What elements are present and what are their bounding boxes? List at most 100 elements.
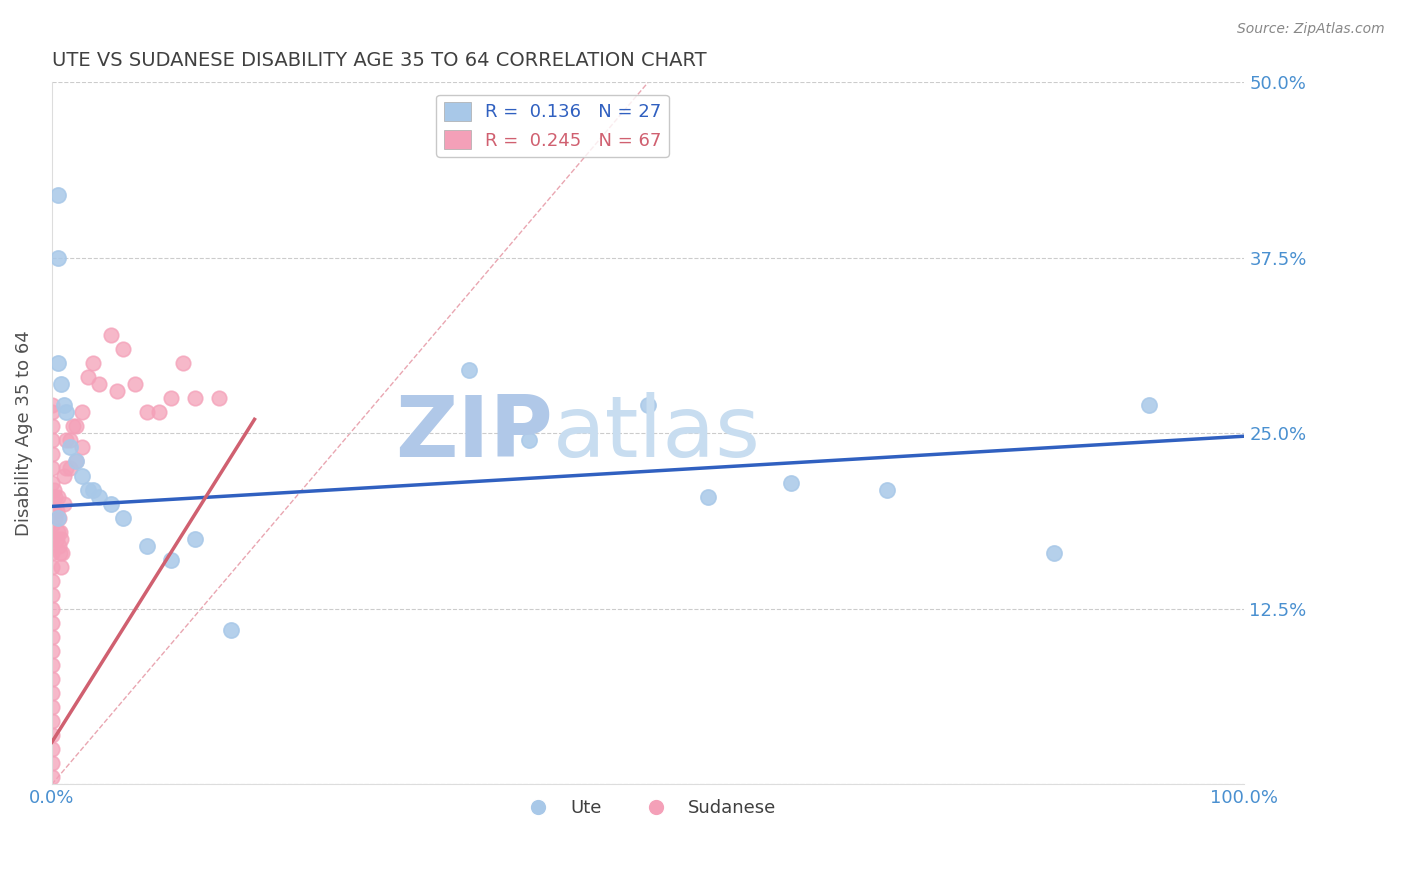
Point bbox=[41, 714, 63, 729]
Point bbox=[41, 771, 63, 785]
Point bbox=[89, 377, 111, 392]
Point bbox=[105, 384, 128, 399]
Point bbox=[48, 510, 70, 524]
Point bbox=[51, 559, 73, 574]
Point bbox=[1137, 398, 1160, 412]
Point bbox=[46, 187, 69, 202]
Text: UTE VS SUDANESE DISABILITY AGE 35 TO 64 CORRELATION CHART: UTE VS SUDANESE DISABILITY AGE 35 TO 64 … bbox=[52, 51, 706, 70]
Point bbox=[112, 510, 135, 524]
Point bbox=[112, 342, 135, 356]
Point bbox=[41, 434, 63, 448]
Point bbox=[52, 468, 75, 483]
Point bbox=[41, 615, 63, 630]
Point bbox=[52, 497, 75, 511]
Point bbox=[46, 524, 69, 539]
Point bbox=[148, 405, 170, 419]
Point bbox=[51, 546, 73, 560]
Text: ZIP: ZIP bbox=[395, 392, 553, 475]
Point bbox=[70, 441, 93, 455]
Point bbox=[46, 251, 69, 265]
Point bbox=[59, 441, 82, 455]
Point bbox=[70, 468, 93, 483]
Point bbox=[41, 630, 63, 644]
Point bbox=[41, 475, 63, 490]
Point bbox=[82, 356, 104, 370]
Point bbox=[41, 398, 63, 412]
Point bbox=[59, 434, 82, 448]
Point bbox=[41, 686, 63, 700]
Point bbox=[41, 490, 63, 504]
Point bbox=[41, 658, 63, 673]
Point bbox=[41, 672, 63, 686]
Point bbox=[55, 461, 77, 475]
Point bbox=[208, 392, 231, 406]
Point bbox=[89, 490, 111, 504]
Point bbox=[41, 742, 63, 756]
Point bbox=[70, 405, 93, 419]
Point bbox=[41, 728, 63, 742]
Point bbox=[46, 490, 69, 504]
Point bbox=[637, 398, 659, 412]
Point bbox=[46, 356, 69, 370]
Point bbox=[55, 405, 77, 419]
Point bbox=[136, 539, 159, 553]
Point bbox=[55, 434, 77, 448]
Point bbox=[458, 363, 481, 377]
Point bbox=[124, 377, 146, 392]
Point bbox=[41, 461, 63, 475]
Point bbox=[780, 475, 803, 490]
Point bbox=[76, 483, 98, 497]
Legend: Ute, Sudanese: Ute, Sudanese bbox=[512, 792, 783, 824]
Point bbox=[136, 405, 159, 419]
Point bbox=[49, 524, 72, 539]
Point bbox=[41, 503, 63, 517]
Point bbox=[41, 559, 63, 574]
Point bbox=[49, 546, 72, 560]
Point bbox=[46, 510, 69, 524]
Point bbox=[45, 503, 67, 517]
Point bbox=[160, 553, 183, 567]
Point bbox=[65, 454, 87, 468]
Point bbox=[41, 546, 63, 560]
Point bbox=[62, 419, 84, 434]
Point bbox=[184, 532, 207, 546]
Point bbox=[517, 434, 540, 448]
Point bbox=[41, 532, 63, 546]
Point bbox=[48, 539, 70, 553]
Point bbox=[41, 602, 63, 616]
Point bbox=[51, 532, 73, 546]
Point bbox=[44, 510, 66, 524]
Point bbox=[44, 483, 66, 497]
Point bbox=[41, 644, 63, 658]
Point bbox=[65, 419, 87, 434]
Text: atlas: atlas bbox=[553, 392, 761, 475]
Point bbox=[41, 405, 63, 419]
Point bbox=[100, 328, 122, 343]
Point bbox=[41, 574, 63, 588]
Point bbox=[41, 700, 63, 714]
Y-axis label: Disability Age 35 to 64: Disability Age 35 to 64 bbox=[15, 331, 32, 536]
Point bbox=[51, 377, 73, 392]
Point bbox=[52, 398, 75, 412]
Point bbox=[41, 447, 63, 461]
Point bbox=[82, 483, 104, 497]
Point bbox=[76, 370, 98, 384]
Point bbox=[1042, 546, 1064, 560]
Point bbox=[219, 623, 242, 637]
Point bbox=[41, 756, 63, 771]
Point bbox=[41, 517, 63, 532]
Point bbox=[100, 497, 122, 511]
Point bbox=[44, 503, 66, 517]
Point bbox=[172, 356, 194, 370]
Point bbox=[696, 490, 718, 504]
Point bbox=[45, 532, 67, 546]
Point bbox=[41, 419, 63, 434]
Point bbox=[44, 490, 66, 504]
Point bbox=[41, 588, 63, 602]
Point bbox=[184, 392, 207, 406]
Point bbox=[65, 454, 87, 468]
Point bbox=[876, 483, 898, 497]
Text: Source: ZipAtlas.com: Source: ZipAtlas.com bbox=[1237, 22, 1385, 37]
Point bbox=[59, 461, 82, 475]
Point bbox=[160, 392, 183, 406]
